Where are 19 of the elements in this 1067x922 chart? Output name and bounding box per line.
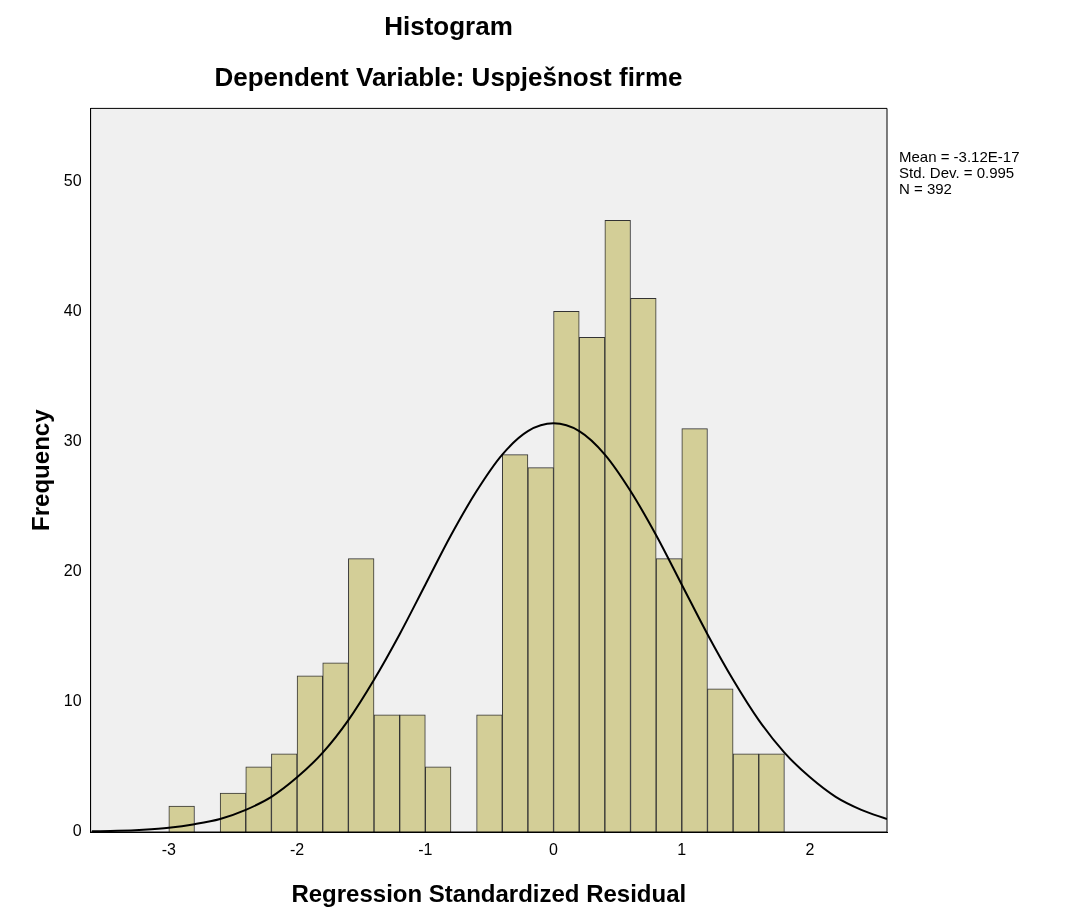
text: N = 392 [899, 180, 952, 198]
y-tick-label: 40 [63, 301, 82, 319]
y-tick-label: 10 [63, 692, 82, 710]
x-tick-label: -2 [289, 841, 305, 859]
y-axis-title: Frequency [27, 408, 55, 531]
text: Mean = -3.12E-17 [899, 148, 1020, 166]
x-tick-label: -1 [418, 841, 433, 859]
text: Std. Dev. = 0.995 [899, 164, 1015, 182]
x-tick-label: -3 [161, 841, 177, 859]
x-tick-label: 1 [677, 841, 687, 859]
y-tick-label: 30 [63, 431, 82, 449]
y-tick-label: 50 [63, 171, 82, 189]
y-tick-label: 0 [72, 822, 82, 840]
x-axis-title: Regression Standardized Residual [291, 880, 687, 908]
x-tick-label: 2 [805, 841, 815, 859]
chart-subtitle: Dependent Variable: Uspješnost firme [214, 61, 683, 92]
chart-title: Histogram [384, 10, 513, 41]
x-tick-label: 0 [549, 841, 559, 859]
y-tick-label: 20 [63, 562, 82, 580]
